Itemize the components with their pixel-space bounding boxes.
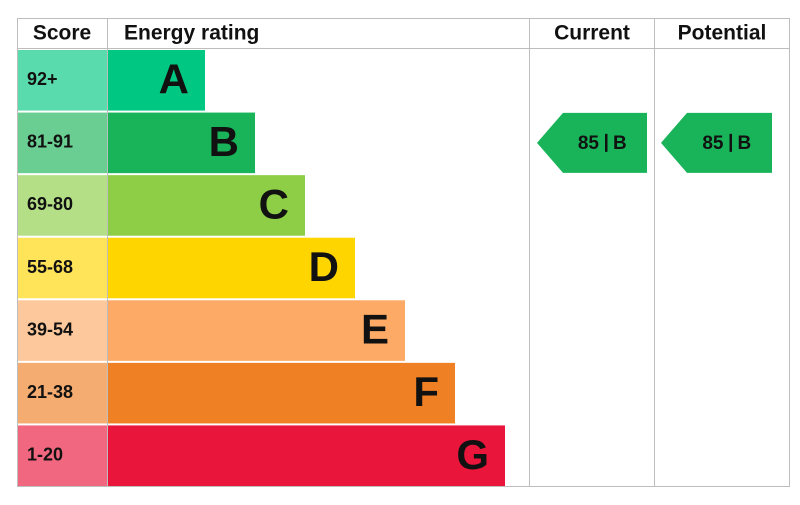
header-current: Current — [554, 22, 630, 45]
frame — [17, 18, 790, 487]
arrow-score: 85 — [702, 133, 724, 154]
rating-bar — [108, 175, 305, 236]
rating-letter: E — [361, 306, 389, 353]
rating-bar — [108, 50, 205, 111]
rating-bar — [108, 112, 255, 174]
score-cell — [18, 112, 107, 174]
arrow-rating: B — [738, 133, 752, 154]
score-label: 1-20 — [27, 444, 63, 464]
rating-letter: C — [259, 181, 289, 228]
rating-letter: F — [413, 368, 439, 415]
rating-letter: B — [209, 118, 239, 165]
score-cell — [18, 425, 107, 486]
rating-bar — [108, 425, 505, 486]
rating-letter: A — [159, 55, 189, 102]
score-label: 69-80 — [27, 194, 73, 214]
rating-arrow — [537, 112, 647, 173]
score-label: 55-68 — [27, 257, 73, 277]
rating-arrow — [661, 112, 772, 173]
score-label: 21-38 — [27, 382, 73, 402]
rating-bar — [108, 237, 355, 299]
rating-letter: G — [456, 431, 489, 478]
score-label: 81-91 — [27, 132, 73, 152]
score-cell — [18, 50, 107, 111]
rating-bar — [108, 362, 455, 424]
score-cell — [18, 237, 107, 299]
arrow-separator — [605, 133, 608, 152]
arrow-separator — [729, 133, 732, 152]
score-cell — [18, 175, 107, 236]
header-rating: Energy rating — [124, 22, 259, 45]
rating-letter: D — [309, 243, 339, 290]
score-cell — [18, 300, 107, 361]
score-label: 92+ — [27, 69, 58, 89]
arrow-rating: B — [613, 133, 627, 154]
score-label: 39-54 — [27, 319, 73, 339]
header-score: Score — [33, 22, 91, 45]
rating-bar — [108, 300, 405, 361]
arrow-score: 85 — [578, 133, 600, 154]
score-cell — [18, 362, 107, 424]
header-potential: Potential — [678, 22, 767, 45]
